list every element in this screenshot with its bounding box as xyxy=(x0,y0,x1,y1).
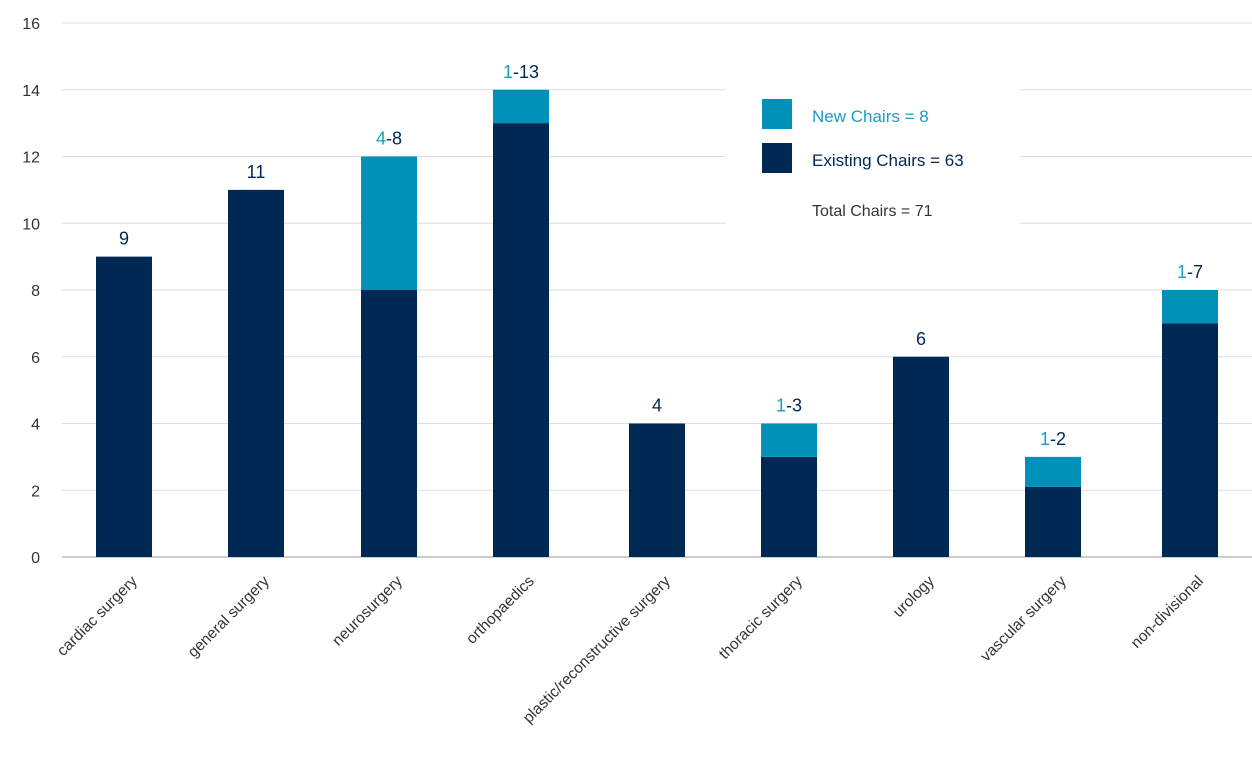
x-tick-label: non-divisional xyxy=(1128,573,1207,652)
bars xyxy=(96,89,1218,557)
x-tick-label: general surgery xyxy=(185,573,273,661)
bar-existing xyxy=(228,189,284,557)
y-tick-label: 4 xyxy=(31,417,40,434)
bar-label-existing-count: -8 xyxy=(386,129,402,149)
x-tick-label: thoracic surgery xyxy=(716,573,806,663)
bar-value-label: 1-2 xyxy=(1040,429,1066,449)
bar-value-label: 1-3 xyxy=(776,396,802,416)
x-axis-tick-labels: cardiac surgery general surgery neurosurge… xyxy=(54,573,1207,727)
bar-existing xyxy=(1025,486,1081,557)
x-tick-label: urology xyxy=(890,573,938,621)
bar-value-label: 4-8 xyxy=(376,129,402,149)
y-tick-label: 10 xyxy=(22,216,40,233)
bar-existing xyxy=(893,356,949,557)
x-tick-label: vascular surgery xyxy=(977,573,1070,666)
y-tick-label: 14 xyxy=(22,83,40,100)
legend-swatch-existing xyxy=(762,143,792,173)
bar-label-existing-count: -3 xyxy=(786,396,802,416)
y-tick-label: 2 xyxy=(31,483,40,500)
bar-label-existing-count: 4 xyxy=(652,396,662,416)
y-axis-tick-labels: 0 2 4 6 8 10 12 14 16 xyxy=(22,16,40,567)
bar-label-existing-count: -2 xyxy=(1050,429,1066,449)
y-tick-label: 0 xyxy=(31,550,40,567)
bar-new xyxy=(361,156,417,290)
bar-existing xyxy=(629,423,685,557)
bar-existing xyxy=(761,456,817,557)
y-tick-label: 8 xyxy=(31,283,40,300)
bar-existing xyxy=(96,256,152,557)
bar-label-existing-count: 6 xyxy=(916,329,926,349)
x-tick-label: orthopaedics xyxy=(463,573,538,648)
legend-note-total: Total Chairs = 71 xyxy=(812,203,933,220)
legend-swatch-new xyxy=(762,99,792,129)
bar-value-label: 1-13 xyxy=(503,62,539,82)
legend-label-existing: Existing Chairs = 63 xyxy=(812,151,964,170)
bar-label-existing-count: -7 xyxy=(1187,262,1203,282)
legend: New Chairs = 8 Existing Chairs = 63 Tota… xyxy=(725,86,1020,236)
y-tick-label: 16 xyxy=(22,16,40,33)
x-tick-label: neurosurgery xyxy=(329,573,406,650)
bar-label-existing-count: -13 xyxy=(513,62,539,82)
bar-new xyxy=(761,423,817,457)
bar-label-new-count: 1 xyxy=(503,62,513,82)
x-tick-label: cardiac surgery xyxy=(54,573,141,660)
bar-new xyxy=(1162,290,1218,324)
bar-value-label: 4 xyxy=(652,396,662,416)
bar-value-label: 6 xyxy=(916,329,926,349)
y-tick-label: 6 xyxy=(31,350,40,367)
bar-label-existing-count: 11 xyxy=(247,162,266,182)
bar-value-label: 1-7 xyxy=(1177,262,1203,282)
bar-existing xyxy=(361,290,417,557)
x-tick-label: plastic/reconstructive surgery xyxy=(520,573,674,727)
bar-label-existing-count: 9 xyxy=(119,229,129,249)
bar-existing xyxy=(493,123,549,557)
bar-label-new-count: 1 xyxy=(776,396,786,416)
bar-label-new-count: 1 xyxy=(1177,262,1187,282)
bar-new xyxy=(1025,456,1081,487)
bar-value-label: 11 xyxy=(247,162,266,182)
bar-new xyxy=(493,89,549,124)
bar-label-new-count: 1 xyxy=(1040,429,1050,449)
bar-existing xyxy=(1162,323,1218,557)
y-tick-label: 12 xyxy=(22,150,40,167)
bar-value-label: 9 xyxy=(119,229,129,249)
legend-label-new: New Chairs = 8 xyxy=(812,107,929,126)
bar-label-new-count: 4 xyxy=(376,129,386,149)
